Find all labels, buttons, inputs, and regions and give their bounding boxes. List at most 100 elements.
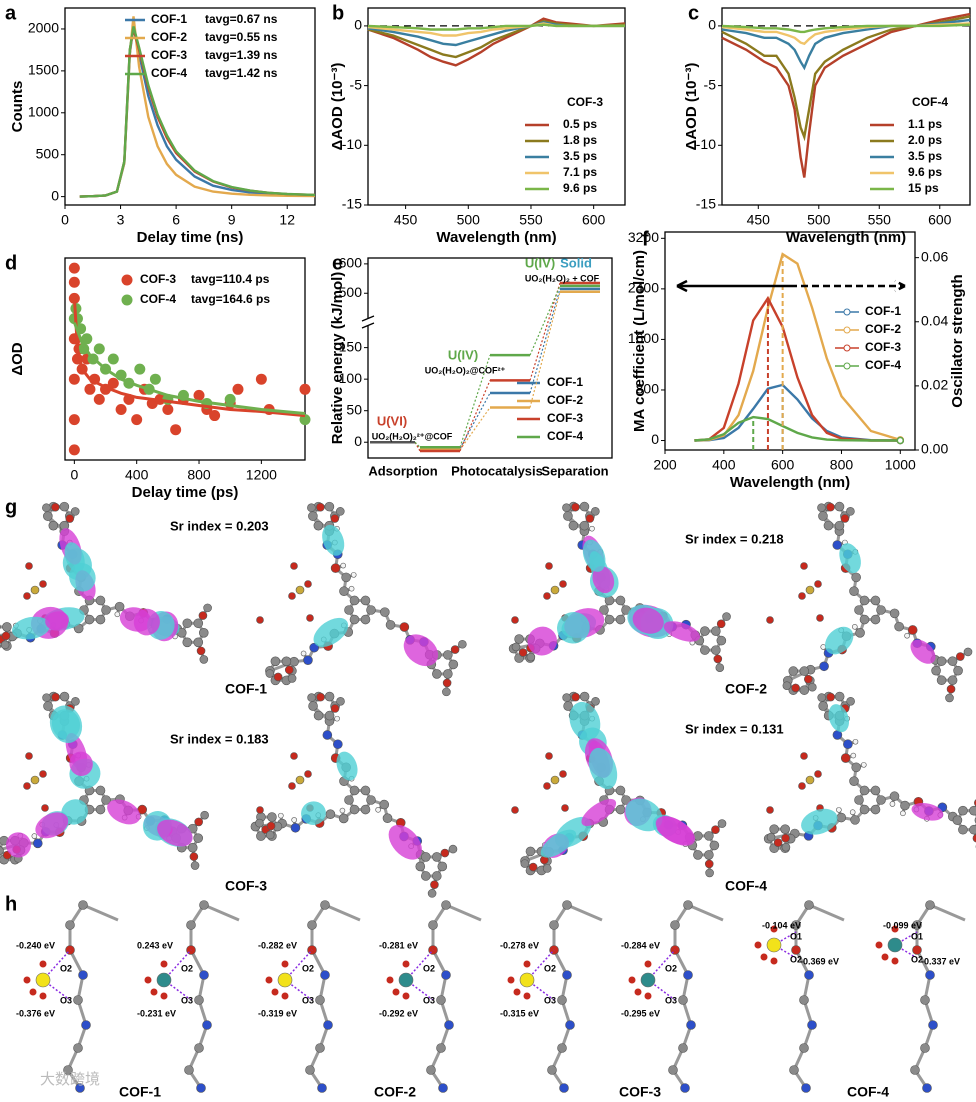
atom	[832, 540, 843, 550]
atom	[265, 976, 273, 984]
x-axis-label: Wavelength (nm)	[730, 474, 850, 491]
x-axis-label: Wavelength (nm)	[786, 229, 906, 246]
atom	[101, 795, 111, 805]
atom	[818, 701, 828, 711]
atom	[270, 656, 281, 667]
atom	[308, 701, 318, 711]
atom	[399, 622, 410, 632]
x-axis-label: Delay time (ps)	[132, 484, 239, 501]
atom	[430, 880, 439, 889]
x-tick-label: 1200	[246, 467, 277, 483]
energy-label: 0.243 eV	[137, 940, 173, 950]
y-axis-label: Relative energy (kJ/mol)	[329, 272, 346, 445]
atom	[912, 920, 922, 930]
atom	[900, 800, 910, 811]
atom	[440, 848, 450, 858]
atom	[770, 957, 778, 965]
atom	[860, 762, 867, 768]
atom	[550, 775, 560, 785]
metal-atom	[766, 937, 782, 953]
atom	[307, 503, 316, 513]
atom	[814, 580, 822, 588]
atom	[431, 871, 442, 881]
atom	[307, 920, 317, 930]
atom	[431, 852, 442, 862]
atom	[305, 1065, 315, 1075]
atom	[273, 672, 283, 682]
atom	[190, 861, 200, 870]
atom	[925, 900, 935, 910]
atom	[23, 976, 31, 984]
data-line	[694, 252, 901, 442]
y-tick-label: -5	[350, 76, 363, 92]
legend-label: COF-3	[151, 48, 187, 62]
atom	[571, 692, 580, 702]
atom	[836, 812, 847, 823]
plot-frame	[64, 7, 316, 206]
scatter-point	[209, 410, 221, 422]
atom	[443, 650, 453, 660]
atom	[31, 833, 38, 839]
atom	[442, 687, 451, 697]
atom	[711, 825, 720, 835]
data-line	[367, 23, 625, 31]
atom	[281, 656, 292, 667]
atom	[579, 691, 590, 702]
atom	[945, 693, 954, 703]
scatter-point	[84, 383, 96, 395]
atom	[426, 1065, 436, 1075]
cof-label: COF-4	[847, 1084, 889, 1100]
atom	[781, 833, 790, 843]
atom	[338, 813, 349, 824]
legend-swatch	[121, 294, 133, 306]
atom	[816, 614, 824, 622]
legend-label: COF-4	[151, 66, 187, 80]
energy-label: O1	[790, 931, 802, 941]
atom	[330, 563, 341, 573]
legend-title: COF-4	[912, 95, 948, 109]
plot-frame	[367, 257, 613, 459]
orbital-lobe	[625, 798, 663, 832]
atom	[579, 520, 590, 531]
x-tick-label: 200	[653, 457, 677, 473]
atom	[834, 691, 845, 702]
atom	[193, 618, 204, 629]
atom	[904, 632, 910, 639]
atom	[668, 1065, 678, 1075]
atom	[579, 501, 590, 512]
orbital-lobe	[69, 751, 93, 776]
atom	[73, 1043, 83, 1053]
atom	[936, 675, 947, 686]
atom	[670, 920, 680, 930]
legend-label: COF-1	[151, 12, 187, 26]
scatter-point	[170, 424, 182, 436]
atom	[528, 862, 538, 872]
atom	[851, 623, 858, 630]
orbital-lobe	[910, 639, 936, 664]
atom	[39, 770, 47, 778]
y-axis-label: ΔAOD (10⁻³)	[683, 63, 700, 151]
atom	[700, 645, 710, 655]
bond	[82, 903, 119, 922]
atom	[196, 1083, 206, 1093]
atom	[840, 514, 850, 523]
atom	[39, 580, 47, 588]
atom	[846, 696, 855, 706]
fit-line	[72, 298, 306, 418]
atom	[437, 861, 448, 872]
atom	[704, 831, 714, 841]
energy-label: -0.337 eV	[921, 956, 960, 966]
atom	[187, 842, 198, 853]
atom	[70, 507, 80, 516]
energy-label: O2	[790, 954, 802, 964]
legend-label: 15 ps	[908, 181, 939, 195]
atom	[715, 663, 725, 672]
atom	[870, 804, 881, 815]
atom	[507, 976, 515, 984]
x-tick-label: 550	[868, 212, 892, 228]
panel-letter: a	[5, 2, 17, 24]
orbital-lobe	[527, 626, 557, 656]
orbital-lobe	[45, 611, 70, 631]
atom	[644, 960, 652, 968]
legend-label: COF-3	[865, 340, 901, 354]
